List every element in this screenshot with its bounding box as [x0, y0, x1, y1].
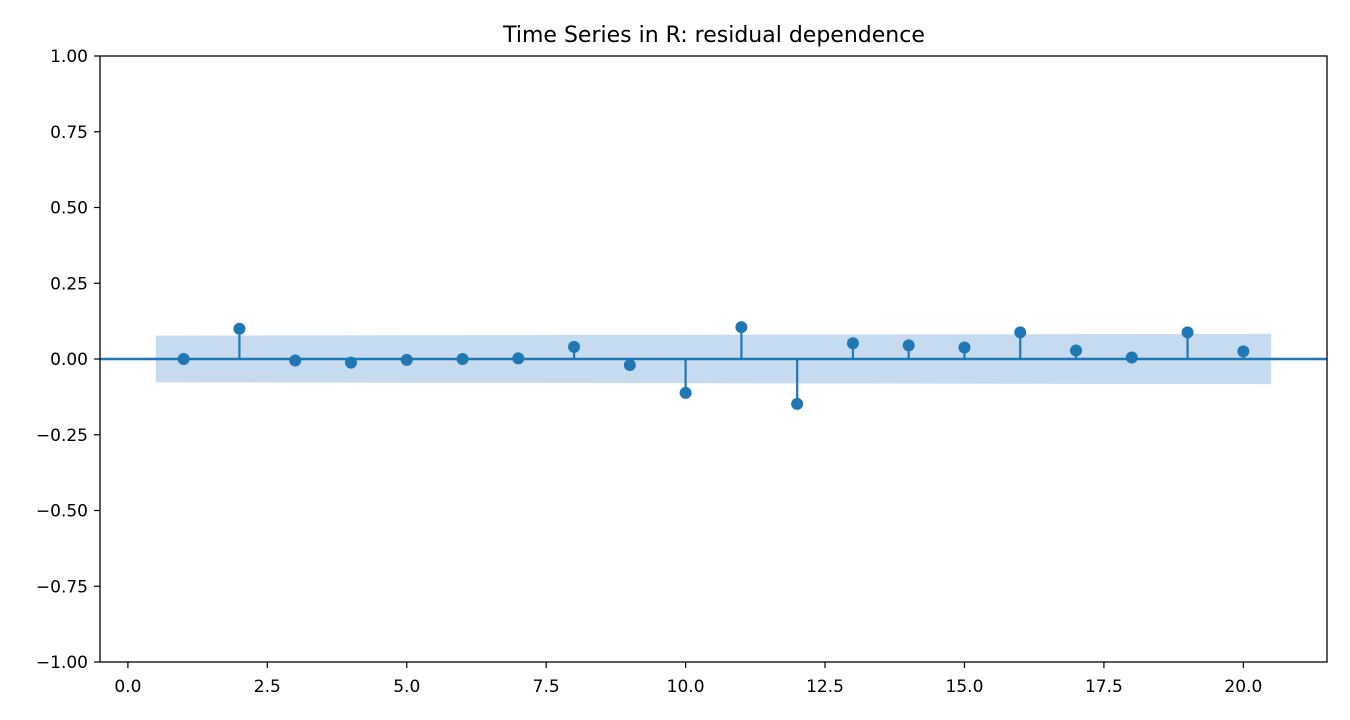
data-point — [902, 339, 915, 352]
data-point — [1014, 326, 1027, 339]
data-point — [846, 337, 859, 350]
x-tick-label: 5.0 — [393, 677, 420, 697]
y-tick-label: −0.50 — [36, 502, 88, 522]
y-tick-label: 1.00 — [50, 47, 88, 67]
y-tick-label: −0.75 — [36, 577, 88, 597]
y-tick-label: −1.00 — [36, 653, 88, 673]
x-tick-label: 10.0 — [667, 677, 705, 697]
x-tick-label: 17.5 — [1085, 677, 1123, 697]
y-tick-label: 0.75 — [50, 123, 88, 143]
data-point — [289, 354, 302, 367]
y-tick-label: −0.25 — [36, 426, 88, 446]
data-point — [177, 353, 190, 365]
x-tick-label: 0.0 — [114, 677, 141, 697]
data-point — [1125, 351, 1138, 364]
data-point — [456, 353, 469, 365]
y-tick-label: 0.25 — [50, 274, 88, 294]
x-tick-label: 15.0 — [946, 677, 984, 697]
data-point — [1237, 345, 1250, 358]
data-point — [512, 352, 525, 365]
data-point — [791, 397, 804, 410]
x-tick-label: 12.5 — [806, 677, 844, 697]
data-point — [400, 353, 413, 366]
data-point — [623, 359, 636, 372]
chart-title: Time Series in R: residual dependence — [502, 23, 925, 48]
y-tick-label: 0.50 — [50, 199, 88, 219]
data-point — [1070, 344, 1083, 357]
y-tick-label: 0.00 — [50, 350, 88, 370]
x-tick-label: 2.5 — [254, 677, 281, 697]
x-tick-label: 7.5 — [533, 677, 560, 697]
data-point — [568, 340, 581, 353]
data-point — [958, 341, 971, 354]
data-point — [735, 321, 748, 334]
plot-frame — [99, 55, 1328, 663]
x-tick-label: 20.0 — [1224, 677, 1262, 697]
data-point — [233, 322, 246, 335]
data-point — [1181, 326, 1194, 339]
data-point — [344, 356, 357, 369]
data-point — [679, 386, 692, 399]
